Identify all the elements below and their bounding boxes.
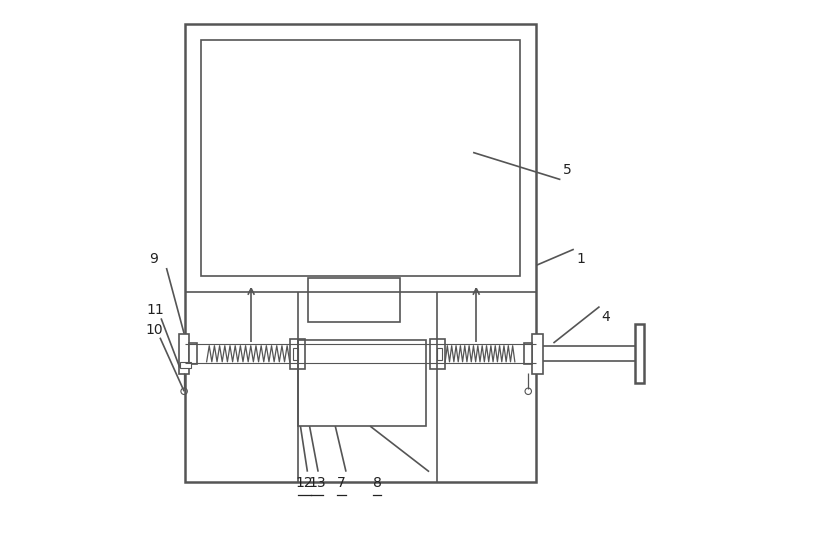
Bar [189,343,197,364]
Text: 11: 11 [146,303,164,317]
Text: 4: 4 [601,310,610,324]
Bar [178,333,189,374]
Bar [292,348,297,360]
Text: 8: 8 [373,477,382,490]
Text: 1: 1 [577,252,586,266]
Text: 9: 9 [149,252,158,266]
Bar [308,278,400,322]
Text: 7: 7 [337,477,346,490]
Bar [202,40,520,276]
Bar [525,343,532,364]
Bar [532,333,543,374]
Bar [635,324,644,383]
Bar [290,339,306,369]
Text: 12: 12 [296,477,313,490]
Bar [430,339,444,369]
Bar [437,348,443,360]
Text: 5: 5 [563,163,572,177]
Text: 13: 13 [308,477,326,490]
Bar [297,340,426,426]
Bar [180,362,191,368]
Text: 10: 10 [145,323,164,337]
Bar [185,24,536,482]
